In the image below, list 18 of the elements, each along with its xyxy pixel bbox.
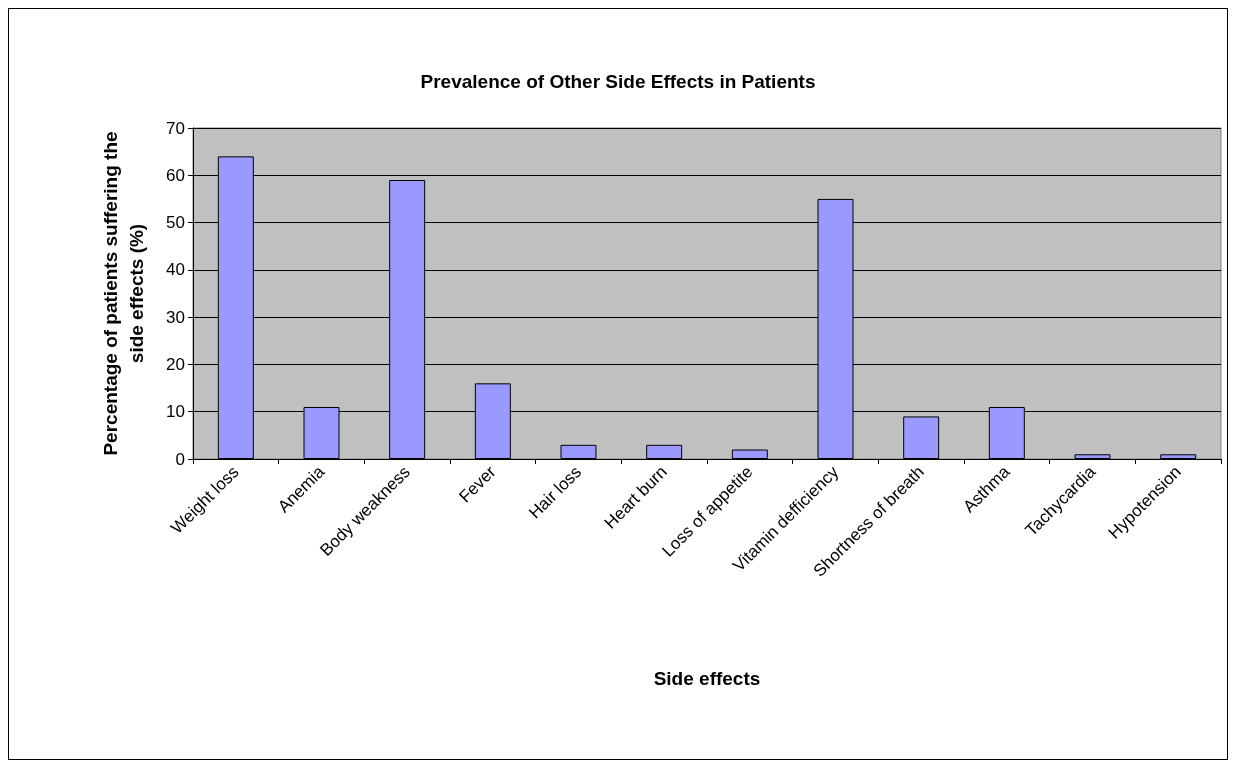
y-tick-label: 40 [166, 260, 185, 280]
bar [903, 416, 940, 459]
y-tick-label: 60 [166, 165, 185, 185]
chart-title: Prevalence of Other Side Effects in Patients [420, 71, 816, 92]
y-tick-label: 0 [175, 449, 185, 469]
bar [1160, 454, 1197, 459]
bar [646, 444, 683, 459]
bar [731, 449, 768, 459]
y-tick-label: 50 [166, 213, 185, 233]
y-tick-label: 70 [166, 118, 185, 138]
x-axis-title: Side effects [653, 668, 761, 689]
y-axis-title: Percentage of patients suffering the side effects (%) [99, 131, 147, 456]
y-tick-label: 20 [166, 354, 185, 374]
bar [1074, 454, 1111, 459]
y-tick-label: 30 [166, 307, 185, 327]
y-tick-label: 10 [166, 402, 185, 422]
x-tick-label: Hair loss [525, 462, 586, 523]
bar [560, 444, 597, 459]
